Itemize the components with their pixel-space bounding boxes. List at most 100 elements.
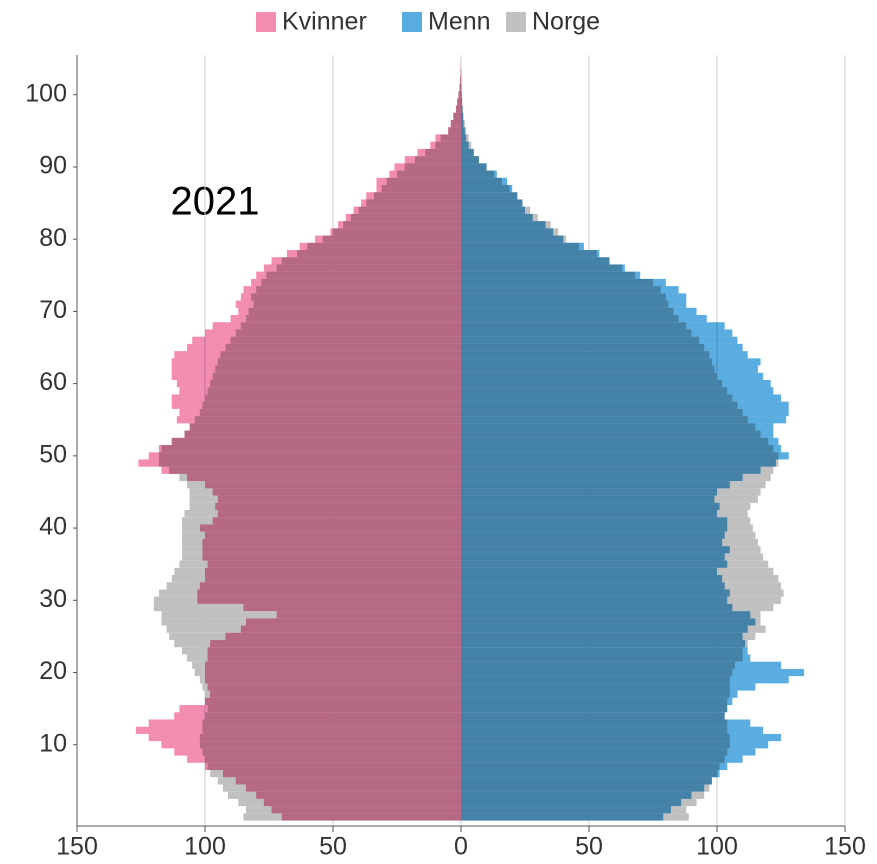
bar	[240, 625, 461, 633]
bar	[187, 473, 461, 482]
bar	[235, 777, 461, 785]
bar	[461, 690, 738, 698]
legend-label: Kvinner	[282, 8, 367, 36]
bar	[461, 408, 789, 417]
bar	[240, 293, 461, 301]
bar	[461, 445, 781, 453]
bar	[459, 76, 461, 84]
bar	[461, 148, 474, 157]
bar	[461, 538, 723, 547]
bar	[461, 358, 761, 366]
bar	[461, 748, 756, 756]
bar	[205, 329, 461, 337]
bar	[461, 531, 725, 539]
y-tick-label: 50	[39, 440, 67, 468]
bar	[461, 502, 720, 511]
bar	[461, 264, 625, 272]
bar	[461, 98, 463, 106]
bar	[197, 589, 461, 597]
bar	[256, 791, 461, 799]
x-tick-label: 150	[56, 833, 98, 861]
bar	[202, 553, 461, 561]
bar	[179, 408, 461, 417]
bar	[210, 640, 461, 648]
bar	[461, 524, 728, 532]
bar	[461, 401, 789, 409]
bar	[461, 105, 463, 113]
bar	[238, 307, 461, 316]
bar	[353, 206, 461, 214]
bar	[461, 170, 497, 178]
bar	[361, 199, 461, 207]
y-tick-label: 20	[39, 657, 67, 685]
bar	[461, 185, 513, 193]
bar	[230, 315, 461, 323]
bar	[205, 567, 461, 576]
bar	[376, 185, 461, 193]
bar	[461, 91, 462, 99]
bar	[461, 668, 805, 677]
x-tick-label: 100	[696, 833, 738, 861]
bar	[461, 517, 728, 525]
bar	[205, 661, 461, 669]
bar	[366, 192, 461, 200]
y-tick-label: 40	[39, 513, 67, 541]
bar	[461, 134, 467, 142]
bar	[461, 127, 465, 135]
bar	[461, 719, 751, 727]
bar	[217, 495, 461, 503]
bar	[461, 560, 728, 568]
bar	[271, 806, 461, 814]
bar	[460, 69, 461, 77]
bar	[461, 459, 776, 467]
bar	[461, 567, 717, 576]
bar	[207, 654, 461, 662]
bar	[212, 488, 461, 496]
bar	[461, 705, 728, 713]
bar	[148, 719, 461, 727]
bar	[192, 336, 461, 344]
y-tick-label: 30	[39, 585, 67, 613]
legend-swatch	[506, 12, 526, 32]
bar	[461, 733, 781, 742]
bar	[461, 676, 789, 684]
bar	[461, 351, 748, 359]
bar	[243, 603, 461, 612]
bar	[205, 481, 461, 489]
bar	[251, 278, 461, 287]
bar	[461, 640, 746, 648]
bar	[461, 315, 707, 323]
bar	[450, 120, 461, 128]
bar	[286, 250, 461, 258]
bar	[461, 575, 723, 583]
bar	[212, 517, 461, 525]
bar	[171, 437, 461, 446]
bar	[461, 278, 666, 287]
bar	[461, 300, 687, 308]
bar	[205, 697, 461, 706]
bar	[461, 120, 464, 128]
bar	[461, 762, 728, 771]
bar	[225, 632, 461, 641]
bar	[389, 170, 461, 178]
bar	[461, 546, 730, 554]
bar	[461, 452, 789, 460]
bar	[461, 755, 743, 763]
bar	[263, 798, 461, 807]
bar	[215, 502, 461, 511]
bar	[461, 365, 758, 373]
bar	[461, 726, 764, 734]
bar	[207, 647, 461, 655]
bar	[171, 401, 461, 409]
bar	[171, 372, 461, 381]
y-tick-label: 60	[39, 368, 67, 396]
bar	[461, 661, 781, 669]
bar	[461, 228, 554, 236]
bar	[461, 322, 725, 330]
y-tick-label: 70	[39, 296, 67, 324]
y-tick-label: 90	[39, 152, 67, 180]
bar	[461, 798, 682, 807]
bar	[461, 192, 518, 200]
bar	[205, 668, 461, 677]
